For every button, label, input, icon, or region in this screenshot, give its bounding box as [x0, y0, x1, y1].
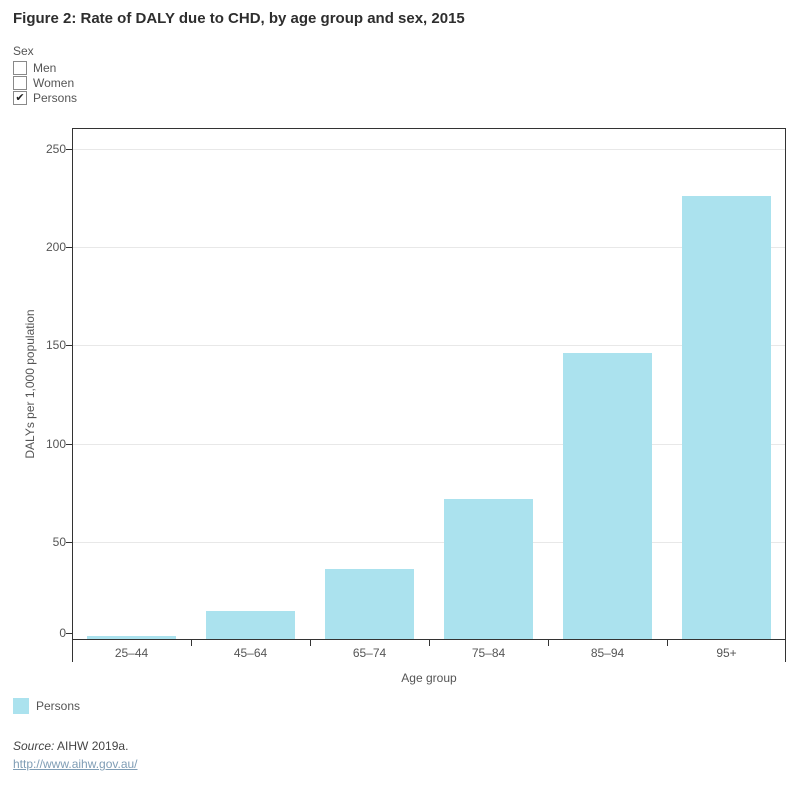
y-tick-label-200: 200 [45, 240, 66, 254]
x-tick-75-84 [429, 640, 430, 646]
checkbox-men[interactable] [13, 60, 27, 75]
y-tick-label-0: 0 [59, 626, 66, 640]
sex-filter-row-persons[interactable]: ✔ Persons [13, 90, 77, 105]
checkbox-label-women: Women [33, 75, 75, 90]
x-tick-label-75-84[interactable]: 75–84 [471, 646, 506, 660]
bar-chart: 0 50 100 150 200 250 25–44 45–64 65–74 75–84 85–94… [23, 128, 786, 685]
source-link[interactable]: http://www.aihw.gov.au/ [13, 757, 138, 771]
legend-swatch-persons[interactable] [13, 698, 29, 714]
x-tick-95plus [667, 640, 668, 646]
gridline-200 [73, 247, 785, 248]
x-tick-45-64 [191, 640, 192, 646]
sex-filter-options: Men Women ✔ Persons [13, 60, 77, 105]
y-tick-label-150: 150 [45, 338, 66, 352]
bar-45-64[interactable] [206, 611, 295, 640]
sex-filter: Sex Men Women ✔ Persons [13, 44, 77, 105]
checkbox-women[interactable] [13, 75, 27, 90]
y-axis-extension-right [785, 640, 786, 662]
y-axis-extension-left [72, 640, 73, 662]
legend-label-persons: Persons [36, 699, 81, 713]
plot-frame [72, 128, 786, 640]
y-tick-200 [66, 247, 72, 248]
y-tick-0 [66, 633, 72, 634]
source-note: Source: AIHW 2019a. [13, 739, 138, 754]
y-axis-title: DALYs per 1,000 population [23, 309, 37, 459]
x-tick-label-95plus[interactable]: 95+ [716, 646, 737, 660]
y-tick-label-100: 100 [45, 437, 66, 451]
sex-filter-row-women[interactable]: Women [13, 75, 77, 90]
y-tick-250 [66, 149, 72, 150]
x-tick-label-45-64[interactable]: 45–64 [233, 646, 268, 660]
checkbox-label-men: Men [33, 60, 57, 75]
bar-75-84[interactable] [444, 499, 533, 640]
x-tick-65-74 [310, 640, 311, 646]
x-tick-label-85-94[interactable]: 85–94 [590, 646, 625, 660]
x-tick-85-94 [548, 640, 549, 646]
sex-filter-row-men[interactable]: Men [13, 60, 77, 75]
sex-filter-label: Sex [13, 44, 34, 58]
legend: Persons [13, 698, 80, 714]
footer: Source: AIHW 2019a. http://www.aihw.gov.… [13, 739, 138, 772]
bar-95plus[interactable] [682, 196, 771, 640]
y-tick-label-250: 250 [45, 142, 66, 156]
y-tick-150 [66, 345, 72, 346]
source-prefix: Source: [13, 739, 55, 753]
gridline-150 [73, 345, 785, 346]
source-text: AIHW 2019a. [57, 739, 129, 753]
gridline-250 [73, 149, 785, 150]
x-tick-label-65-74[interactable]: 65–74 [352, 646, 387, 660]
y-tick-label-50: 50 [52, 535, 66, 549]
y-tick-100 [66, 444, 72, 445]
checkbox-label-persons: Persons [33, 90, 78, 105]
gridline-100 [73, 444, 785, 445]
bar-25-44[interactable] [87, 636, 176, 640]
checkbox-persons[interactable]: ✔ [13, 90, 27, 105]
bar-65-74[interactable] [325, 569, 414, 640]
figure-title: Figure 2: Rate of DALY due to CHD, by ag… [13, 10, 465, 27]
y-tick-50 [66, 542, 72, 543]
x-tick-label-25-44[interactable]: 25–44 [114, 646, 149, 660]
bar-85-94[interactable] [563, 353, 652, 640]
gridline-50 [73, 542, 785, 543]
x-axis-title: Age group [401, 671, 457, 685]
